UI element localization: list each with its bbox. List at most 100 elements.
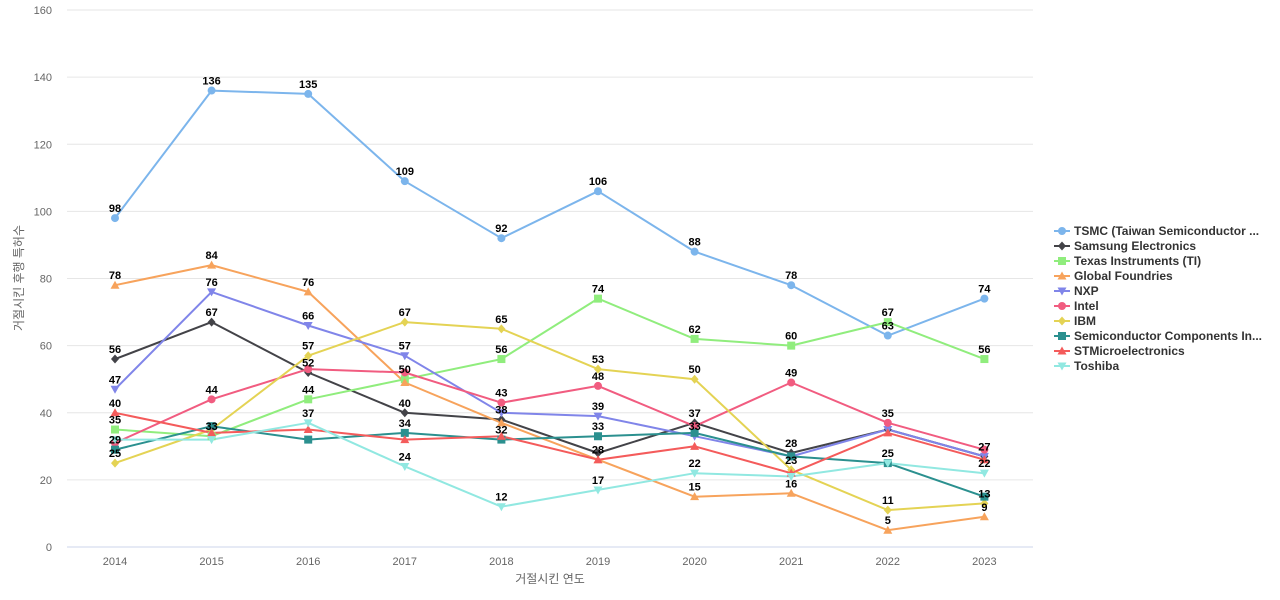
data-point [883, 331, 892, 340]
data-point [111, 445, 119, 454]
data-point [690, 374, 699, 384]
data-label: 56 [109, 344, 121, 356]
data-label: 53 [592, 354, 604, 366]
data-point [400, 435, 410, 444]
data-point [594, 381, 602, 390]
data-label: 43 [495, 388, 507, 400]
data-point [400, 462, 410, 471]
y-tick-label: 80 [40, 274, 52, 286]
data-label: 40 [109, 398, 121, 410]
data-point [690, 441, 700, 450]
series-line-1 [114, 321, 986, 458]
series-line-6 [114, 321, 986, 512]
legend-marker [1057, 287, 1067, 296]
data-point [497, 398, 506, 407]
x-tick-label: 2020 [682, 556, 706, 568]
data-point [400, 368, 409, 377]
data-label: 24 [399, 451, 412, 463]
series-lines [114, 89, 986, 532]
legend-item[interactable]: STMicroelectronics [1054, 344, 1185, 358]
data-point [980, 294, 989, 303]
legend-marker [1057, 362, 1067, 371]
y-axis: 0 20 40 60 80 100 120 140 160 [34, 5, 52, 554]
series-line-8 [114, 411, 986, 475]
data-point [207, 317, 216, 327]
y-tick-label: 140 [34, 72, 52, 84]
data-label: 25 [109, 448, 121, 460]
data-label: 67 [399, 307, 411, 319]
legend-marker [1058, 302, 1066, 310]
y-tick-label: 120 [34, 139, 52, 151]
y-tick-label: 0 [46, 542, 52, 554]
data-label: 136 [202, 76, 220, 88]
data-point [883, 418, 892, 427]
data-label: 12 [495, 492, 507, 504]
x-tick-label: 2021 [779, 556, 803, 568]
data-label: 76 [205, 277, 217, 289]
data-label: 67 [882, 307, 894, 319]
legend-item[interactable]: Global Foundries [1054, 269, 1173, 283]
legend-marker [1058, 257, 1066, 265]
series-line-3 [114, 264, 986, 532]
data-point [207, 436, 217, 445]
data-label: 39 [592, 401, 604, 413]
data-point [303, 287, 313, 296]
data-point [496, 418, 506, 427]
legend-label: TSMC (Taiwan Semiconductor ... [1074, 224, 1259, 238]
legend-item[interactable]: TSMC (Taiwan Semiconductor ... [1054, 224, 1259, 238]
data-label: 60 [785, 331, 797, 343]
x-tick-label: 2018 [489, 556, 513, 568]
data-label: 15 [688, 482, 700, 494]
data-label: 37 [688, 408, 700, 420]
data-point [690, 334, 699, 343]
data-label: 48 [592, 371, 604, 383]
legend-item[interactable]: Intel [1054, 299, 1099, 313]
data-point [690, 428, 699, 437]
data-label: 106 [589, 176, 607, 188]
data-label: 65 [495, 314, 507, 326]
data-label: 50 [399, 364, 411, 376]
data-point [303, 321, 313, 330]
data-point [594, 187, 602, 196]
series-line-7 [114, 425, 986, 498]
x-tick-label: 2015 [199, 556, 223, 568]
x-tick-label: 2019 [586, 556, 610, 568]
data-point [111, 214, 119, 223]
data-point [979, 469, 989, 478]
series-line-5 [114, 368, 986, 451]
data-label: 34 [399, 418, 412, 430]
legend-label: Global Foundries [1074, 269, 1173, 283]
data-label: 16 [785, 478, 797, 490]
legend-item[interactable]: Texas Instruments (TI) [1054, 254, 1201, 268]
x-tick-label: 2016 [296, 556, 320, 568]
data-label: 52 [302, 357, 314, 369]
y-tick-label: 40 [40, 408, 52, 420]
series-line-9 [114, 421, 986, 508]
data-label: 11 [882, 495, 894, 507]
data-point [304, 89, 313, 98]
data-point [497, 355, 506, 364]
legend-marker [1058, 332, 1066, 340]
data-point [594, 448, 602, 458]
legend: TSMC (Taiwan Semiconductor ...Samsung El… [1054, 224, 1262, 373]
legend-item[interactable]: Toshiba [1054, 359, 1119, 373]
data-point [594, 294, 602, 303]
data-point [400, 378, 410, 387]
legend-item[interactable]: Semiconductor Components In... [1054, 329, 1262, 343]
legend-item[interactable]: IBM [1054, 314, 1096, 328]
legend-item[interactable]: NXP [1054, 284, 1099, 298]
data-label: 76 [302, 277, 314, 289]
data-label: 44 [302, 384, 315, 396]
series-markers [110, 86, 989, 534]
data-label: 74 [978, 284, 991, 296]
data-label: 50 [688, 364, 700, 376]
legend-item[interactable]: Samsung Electronics [1054, 239, 1196, 253]
data-point [303, 419, 313, 428]
data-point [110, 385, 120, 394]
data-label: 84 [205, 250, 218, 262]
data-label: 40 [399, 398, 411, 410]
data-point [497, 324, 506, 334]
legend-label: Samsung Electronics [1074, 239, 1196, 253]
